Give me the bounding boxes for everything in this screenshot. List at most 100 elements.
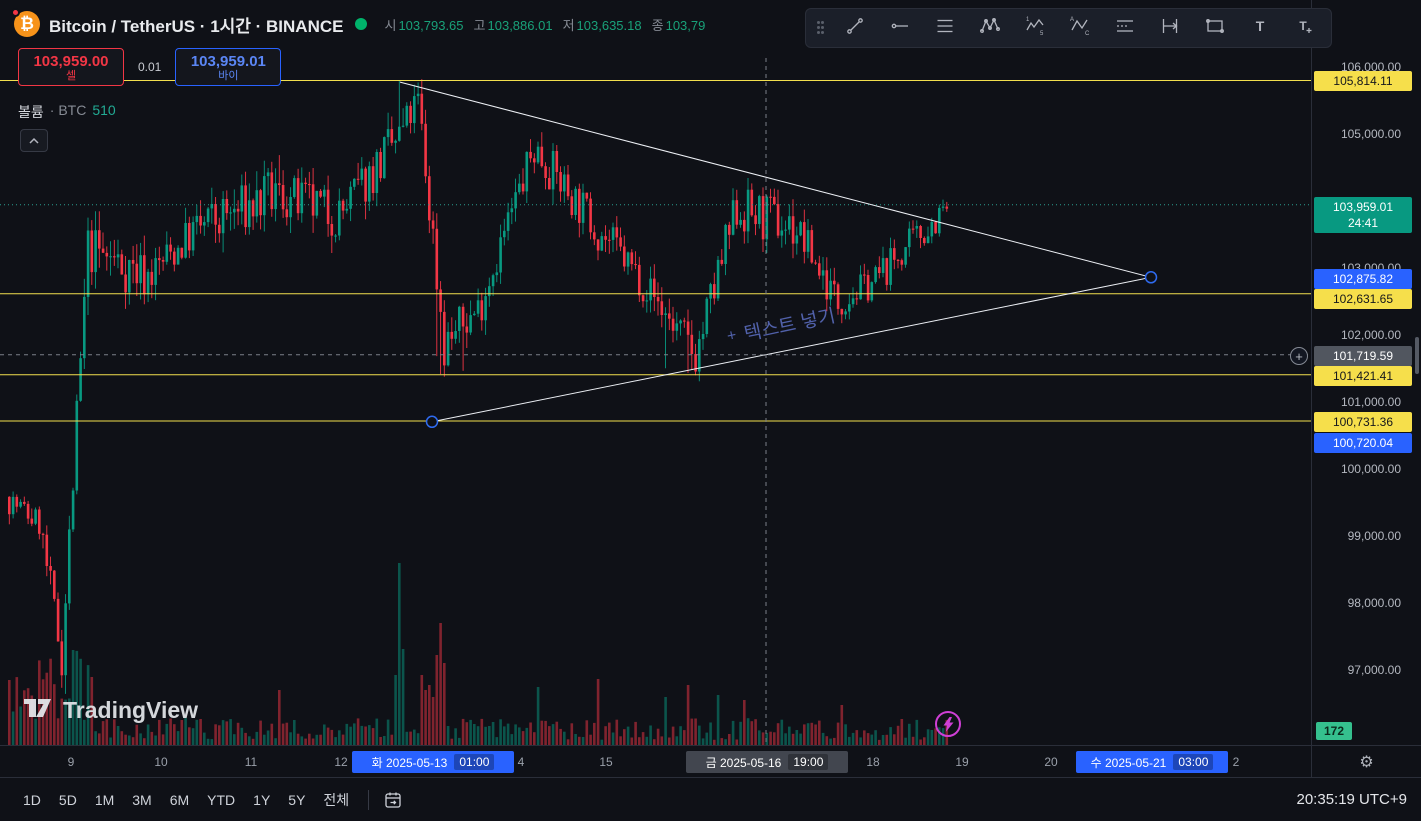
time-axis-label: 2 [1232, 755, 1240, 769]
forecast-tool-button[interactable] [1102, 11, 1147, 45]
fib-retracement-icon [934, 15, 956, 42]
date-price-range-icon [1159, 15, 1181, 42]
chevron-up-icon [29, 137, 39, 144]
ohlc-high: 고 103,886.01 [473, 17, 553, 33]
time-axis-badge: 수 2025-05-21 03:00 [1076, 751, 1228, 773]
market-status-icon[interactable] [355, 18, 368, 30]
svg-text:A: A [1070, 17, 1074, 23]
rectangle-tool-button[interactable] [1192, 11, 1237, 45]
toolbar-drag-handle[interactable] [817, 20, 825, 36]
text-icon: T [1249, 15, 1271, 42]
xabcd-pattern-tool-button[interactable] [967, 11, 1012, 45]
range-1d-button[interactable]: 1D [14, 786, 50, 814]
collapse-legend-button[interactable] [20, 129, 48, 152]
price-axis-label: 105,000.00 [1340, 127, 1401, 141]
range-6m-button[interactable]: 6M [161, 786, 198, 814]
time-axis-label: 20 [1044, 755, 1058, 769]
horizontal-ray-tool-button[interactable] [877, 11, 922, 45]
tradingview-watermark: TradingView [24, 697, 198, 724]
date-price-range-tool-button[interactable] [1147, 11, 1192, 45]
drawing-price-badge: 102,875.82 [1314, 269, 1412, 289]
add-alert-plus-button[interactable]: + [1290, 347, 1308, 365]
current-price-badge: 103,959.01 24:41 [1314, 197, 1412, 233]
scrollbar-thumb[interactable] [1415, 337, 1419, 374]
clock-display: 20:35:19 UTC+9 [1296, 791, 1408, 808]
range-1m-button[interactable]: 1M [86, 786, 123, 814]
settings-gear-icon[interactable]: ⚙ [1359, 753, 1374, 771]
trend-line-icon [844, 15, 866, 42]
svg-text:T: T [1299, 19, 1307, 33]
buy-label: 바이 [218, 69, 239, 82]
price-axis-label: 106,000.00 [1340, 60, 1401, 74]
hline-price-badge: 105,814.11 [1314, 71, 1412, 91]
volume-symbol: · BTC [49, 102, 87, 118]
symbol-header: ₿ Bitcoin / TetherUS · 1시간 · BINANCE 시 10… [11, 8, 705, 37]
symbol-title[interactable]: Bitcoin / TetherUS · 1시간 · BINANCE [49, 16, 344, 36]
sell-button[interactable]: 103,959.00 셀 [18, 48, 124, 86]
svg-text:T: T [1255, 18, 1264, 34]
lightning-icon [943, 716, 953, 732]
crosshair-price-badge: 101,719.59 [1314, 346, 1412, 366]
ohlc-values: 시 103,793.65 고 103,886.01 저 103,635.18 종 103… [384, 15, 705, 34]
price-axis-label: 99,000.00 [1347, 529, 1401, 543]
xabcd-pattern-icon [979, 15, 1001, 42]
bitcoin-logo-icon: ₿ [11, 8, 40, 37]
fib-retracement-tool-button[interactable] [922, 11, 967, 45]
text-tool-button[interactable]: T [1237, 11, 1282, 45]
time-axis-badge: 금 2025-05-16 19:00 [686, 751, 848, 773]
volume-value: 510 [92, 102, 116, 118]
price-axis-label: 100,000.00 [1340, 462, 1401, 476]
range-1y-button[interactable]: 1Y [244, 786, 279, 814]
svg-text:1: 1 [1026, 17, 1030, 23]
axis-corner: ⚙ [1311, 745, 1421, 777]
time-axis-label: 11 [244, 755, 258, 769]
volume-axis-badge: 172 [1316, 722, 1352, 740]
rectangle-icon [1204, 15, 1226, 42]
time-axis-label: 18 [866, 755, 880, 769]
time-axis-badge: 화 2025-05-13 01:00 [352, 751, 514, 773]
watermark-text: TradingView [63, 697, 199, 723]
buy-button[interactable]: 103,959.01 바이 [175, 48, 282, 86]
forecast-icon [1114, 15, 1136, 42]
anchored-text-tool-button[interactable]: T [1282, 11, 1327, 45]
ohlc-close: 종 103,79 [651, 17, 706, 33]
candlestick-chart[interactable] [0, 0, 1311, 745]
hline-price-badge: 102,631.65 [1314, 289, 1412, 309]
range-3m-button[interactable]: 3M [123, 786, 160, 814]
buy-price: 103,959.01 [190, 52, 266, 70]
go-to-date-button[interactable] [379, 786, 407, 814]
ohlc-open: 시 103,793.65 [384, 17, 464, 33]
time-axis[interactable]: 9 10 11 12 4 15 18 19 20 2 화 2025-05-13 01:00 금 2025… [0, 745, 1311, 777]
range-ytd-button[interactable]: YTD [198, 786, 244, 814]
drawing-price-badge: 100,720.04 [1314, 433, 1412, 453]
time-axis-label: 4 [517, 755, 525, 769]
price-axis-label: 101,000.00 [1340, 395, 1401, 409]
hline-price-badge: 101,421.41 [1314, 366, 1412, 386]
svg-text:C: C [1085, 31, 1090, 37]
range-5d-button[interactable]: 5D [50, 786, 86, 814]
range-all-button[interactable]: 전체 [314, 784, 358, 816]
range-5y-button[interactable]: 5Y [279, 786, 314, 814]
volume-legend: 볼륨 · BTC 510 [18, 102, 116, 122]
price-axis-label: 97,000.00 [1347, 663, 1401, 677]
tradingview-logo-icon [24, 697, 54, 724]
ohlc-low: 저 103,635.18 [562, 17, 642, 33]
calendar-icon [385, 792, 401, 808]
sell-label: 셀 [65, 69, 77, 82]
price-axis[interactable]: 106,000.00 105,000.00 103,000.00 102,000.00… [1311, 0, 1421, 745]
lightning-bolt-button[interactable] [935, 711, 961, 737]
svg-text:5: 5 [1040, 31, 1044, 37]
trend-line-tool-button[interactable] [832, 11, 877, 45]
time-axis-label: 19 [955, 755, 969, 769]
time-axis-label: 12 [334, 755, 348, 769]
time-axis-label: 15 [599, 755, 613, 769]
spread-value: 0.01 [138, 60, 162, 74]
time-axis-label: 9 [67, 755, 75, 769]
